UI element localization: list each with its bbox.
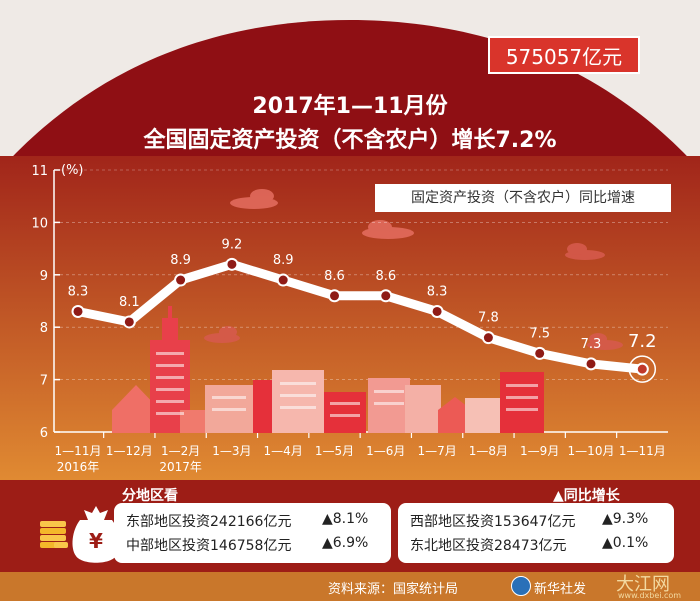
cloud — [230, 189, 414, 239]
data-point-core — [483, 333, 493, 343]
y-tick-label: 11 — [31, 164, 48, 179]
watermark-url: www.dxbei.com — [618, 591, 682, 600]
regions-title: 分地区看 — [122, 488, 178, 504]
x-axis-labels: 1—11月 2016年 1—12月 1—2月 2017年 1—3月 1—4月 1—5月 1—6月… — [55, 444, 666, 474]
cloud — [204, 243, 623, 350]
x-tick-label: 1—8月 — [469, 444, 508, 458]
data-point-core — [227, 259, 237, 269]
data-point-core — [381, 291, 391, 301]
x-tick-label: 1—12月 — [106, 444, 153, 458]
x-tick-label: 1—10月 — [568, 444, 615, 458]
data-label: 7.8 — [478, 311, 499, 326]
data-point-core — [330, 291, 339, 301]
region-northeast-text: 东北地区投资28473亿元 — [410, 538, 567, 554]
data-point-core — [176, 275, 186, 285]
line-series: 8.3 8.1 8.9 9.2 8.9 8.6 8.6 8.3 7.8 7.5 7.3 7.2 — [68, 237, 657, 383]
x-tick-label: 1—11月 — [619, 444, 666, 458]
y-axis-unit: (%) — [61, 163, 84, 178]
data-point-core — [124, 317, 134, 327]
agency-credit: 新华社发 — [534, 582, 587, 597]
region-northeast-growth: ▲0.1% — [602, 535, 649, 551]
x-tick-sublabel: 2016年 — [57, 460, 100, 474]
region-west-growth: ▲9.3% — [602, 511, 649, 527]
data-label: 8.6 — [375, 269, 396, 284]
data-label: 7.2 — [628, 331, 657, 352]
money-bag-icon: ¥ — [72, 506, 120, 563]
regions-card-right: 西部地区投资153647亿元 ▲9.3% 东北地区投资28473亿元 ▲0.1% — [398, 503, 674, 563]
region-east-growth: ▲8.1% — [322, 511, 369, 527]
data-label: 8.3 — [68, 284, 89, 299]
x-tick-label: 1—4月 — [264, 444, 303, 458]
data-label: 8.9 — [170, 253, 191, 268]
x-tick-sublabel: 2017年 — [159, 460, 202, 474]
x-tick-label: 1—3月 — [212, 444, 251, 458]
total-amount-badge: 575057亿元 — [488, 36, 640, 74]
y-tick-label: 6 — [40, 426, 48, 441]
xinhua-logo-icon — [511, 576, 531, 596]
data-point-core — [278, 275, 288, 285]
data-label: 9.2 — [222, 237, 243, 252]
regions-card-left: 东部地区投资242166亿元 ▲8.1% 中部地区投资146758亿元 ▲6.9… — [114, 503, 391, 563]
highlight-ring — [628, 355, 657, 383]
city-skyline-illustration — [112, 306, 544, 433]
data-label: 8.1 — [119, 295, 140, 310]
data-point-core — [535, 348, 545, 358]
growth-legend: ▲同比增长 — [553, 488, 620, 504]
x-tick-label: 1—9月 — [520, 444, 559, 458]
y-tick-label: 7 — [40, 374, 48, 389]
region-central-growth: ▲6.9% — [322, 535, 369, 551]
page-title: 2017年1—11月份 — [252, 94, 448, 119]
data-point-core — [73, 306, 83, 316]
y-tick-label: 10 — [31, 216, 48, 231]
svg-text:¥: ¥ — [89, 529, 103, 553]
x-tick-label: 1—5月 — [315, 444, 354, 458]
y-tick-label: 9 — [40, 269, 48, 284]
x-tick-label: 1—11月 — [55, 444, 102, 458]
footer — [0, 572, 700, 601]
data-point-core — [586, 359, 596, 369]
y-tick-label: 8 — [40, 321, 48, 336]
watermark: 大江网 — [616, 574, 670, 595]
data-label: 8.9 — [273, 253, 294, 268]
legend: 固定资产投资（不含农户）同比增速 — [375, 184, 671, 212]
x-tick-label: 1—7月 — [417, 444, 456, 458]
region-west-text: 西部地区投资153647亿元 — [410, 514, 576, 530]
x-tick-label: 1—2月 — [161, 444, 200, 458]
region-central-text: 中部地区投资146758亿元 — [126, 538, 292, 554]
data-label: 7.5 — [529, 326, 550, 341]
data-point-core — [637, 364, 647, 374]
data-label: 7.3 — [581, 337, 602, 352]
data-source: 资料来源：国家统计局 — [328, 582, 459, 597]
data-point-core — [432, 306, 442, 316]
coins-icon — [40, 521, 68, 548]
data-label: 8.3 — [427, 284, 448, 299]
region-east-text: 东部地区投资242166亿元 — [126, 514, 292, 530]
series-line — [73, 259, 647, 374]
data-label: 8.6 — [324, 269, 345, 284]
x-tick-label: 1—6月 — [366, 444, 405, 458]
page-subtitle: 全国固定资产投资（不含农户）增长7.2% — [143, 128, 557, 153]
